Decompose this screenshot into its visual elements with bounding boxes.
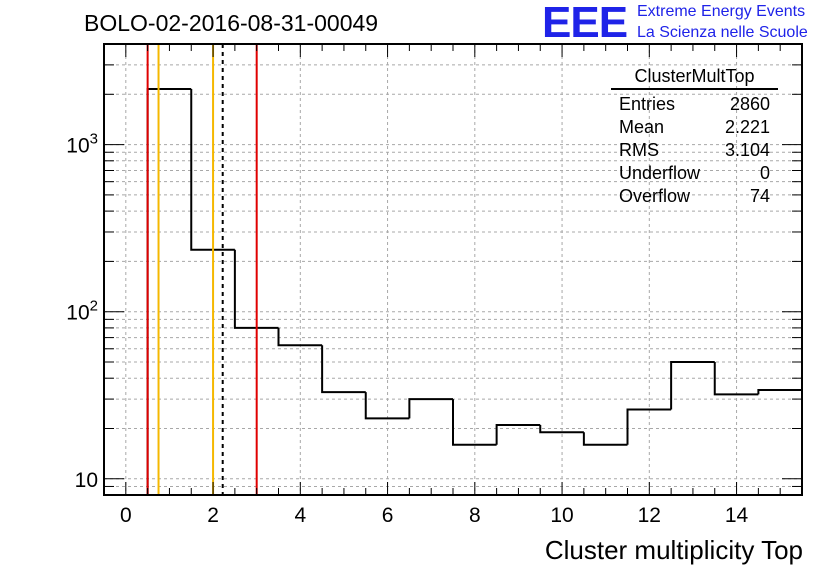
stats-label: Overflow [619,186,691,206]
stats-value: 0 [759,163,770,183]
x-tick-label: 0 [120,504,132,527]
histogram-bin [582,432,628,446]
histogram-bin [539,424,584,434]
stats-row-mean: Mean 2.221 [611,116,778,139]
histogram-bin [757,388,802,395]
histogram-bin [626,408,672,445]
x-tick-label: 4 [294,504,306,527]
histogram-bin [233,249,279,329]
axes: 0 2 4 6 8 10 12 14 10 102 103 [66,43,803,527]
histogram-bin [670,361,715,410]
plot-title: BOLO-02-2016-08-31-00049 [84,10,379,36]
stats-row-rms: RMS 3.104 [611,139,778,162]
logo-line-1: Extreme Energy Events [637,3,806,20]
histogram-bin [452,399,497,446]
stats-label: Underflow [619,163,701,183]
y-tick-label: 103 [66,131,98,158]
histogram-bin [364,392,410,420]
histogram-bin [408,398,453,419]
x-tick-label: 12 [638,504,661,527]
stats-value: 3.104 [724,140,770,160]
stats-label: Mean [619,117,665,137]
stats-box: ClusterMultTop Entries 2860 Mean 2.221 RMS… [611,66,778,208]
x-axis-title: Cluster multiplicity Top [544,535,803,565]
reference-lines [146,44,258,495]
histogram-bin [277,327,323,347]
stats-row-underflow: Underflow 0 [611,162,778,185]
histogram-bin [146,88,192,495]
y-tick-label: 10 [75,469,98,492]
stats-row-overflow: Overflow 74 [611,185,778,208]
x-tick-label: 2 [207,504,219,527]
x-tick-label: 14 [725,504,749,527]
stats-value: 2860 [729,94,770,114]
stats-value: 74 [749,186,770,206]
x-tick-label: 6 [382,504,394,527]
stats-label: Entries [619,94,676,114]
histogram-bin [321,345,366,394]
x-tick-label: 10 [550,504,573,527]
stats-title: ClusterMultTop [611,66,778,90]
histogram-bin [713,362,759,396]
histogram-bin [495,423,541,445]
stats-label: RMS [619,140,659,160]
eee-logo: EEE [542,0,628,47]
stats-row-entries: Entries 2860 [611,93,778,116]
histogram-bin [190,89,235,251]
logo-line-2: La Scienza nelle Scuole [637,24,808,41]
x-tick-label: 8 [469,504,481,527]
stats-value: 2.221 [724,117,770,137]
y-tick-label: 102 [66,298,98,325]
